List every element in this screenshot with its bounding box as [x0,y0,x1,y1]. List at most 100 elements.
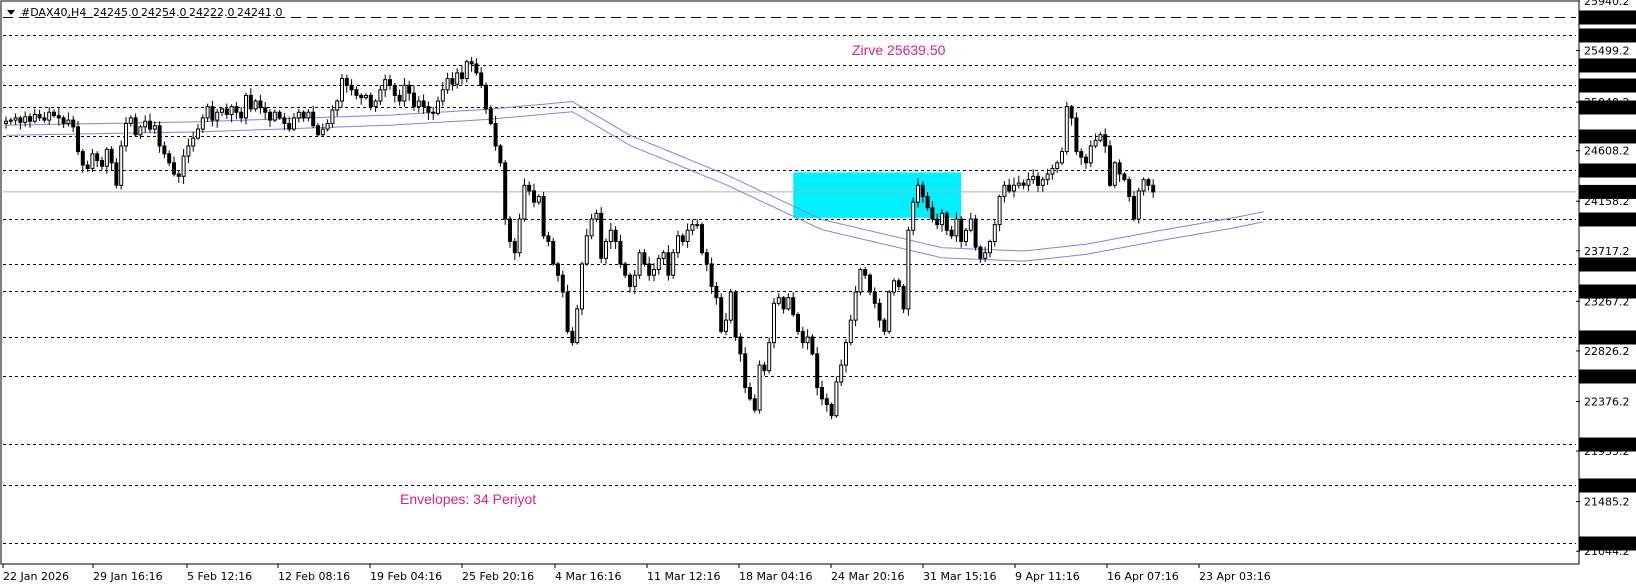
candle-body [743,353,748,389]
candle [148,113,152,133]
candle-body [503,162,508,220]
candle-body [906,229,911,310]
price-axis[interactable]: 25940.225499.225040.224608.224158.223717… [1576,0,1636,558]
candle [964,227,968,246]
candle [52,109,56,118]
candle [992,220,997,247]
candle-body [580,263,584,310]
candle-body [1064,106,1069,153]
candle-body [1084,156,1088,164]
candle [13,113,18,125]
candle-body [272,111,277,121]
x-tick-label: 11 Mar 12:16 [647,570,720,583]
envelope-annotation: Envelopes: 34 Periyot [400,491,536,507]
candle-body [311,111,316,127]
candle [896,278,901,291]
candle [1050,164,1055,180]
candle [772,297,776,349]
candle [781,295,786,314]
time-axis[interactable]: 22 Jan 2026 29 Jan 16:16 5 Feb 12:16 12 Feb… [2,564,1271,583]
candle-body [383,79,388,91]
candle [978,245,983,263]
candle-body [642,252,647,265]
candle-body [119,145,124,186]
candle-body [551,240,556,265]
candle [8,117,13,125]
candle [191,131,196,152]
candle-body [32,113,37,122]
candle [556,261,560,282]
candle-body [522,184,527,220]
candle [176,170,181,183]
candle-body [968,218,973,231]
candle [292,113,296,132]
candle-body [248,94,253,110]
candle-body [1050,167,1055,175]
candle-body [28,116,32,122]
candle [791,292,796,317]
y-tick-label: 25499.2 [1584,45,1630,58]
candle-body [479,72,484,86]
candle [728,288,733,324]
candle [853,286,858,327]
x-tick-label: 5 Feb 12:16 [187,570,252,583]
candle [1074,112,1079,155]
candle [1108,140,1112,188]
candle-body [1117,162,1122,175]
candle [911,197,916,236]
candle [143,115,148,133]
candle-body [623,263,628,276]
candle-body [887,291,892,332]
candle-body [37,113,42,119]
candle-body [349,84,354,91]
candle [997,194,1002,232]
candle-body [220,108,224,113]
candle-body [714,285,719,299]
level-price-box [1579,369,1636,384]
candle-body [176,173,181,177]
candle-body [560,274,565,293]
candle [229,104,234,123]
candle-body [335,100,340,111]
candle [863,267,868,279]
candle [220,107,224,117]
candle [584,228,589,266]
candle-body [412,92,416,108]
candle-body [1012,184,1016,192]
candle-body [724,319,728,332]
candle-body [964,229,968,242]
candle-body [1031,175,1036,181]
candle [882,317,887,336]
dropdown-triangle-icon[interactable] [7,10,15,15]
x-tick-label: 16 Apr 07:16 [1107,570,1179,583]
candle-body [287,122,292,130]
candle [320,123,325,137]
candle [18,115,23,130]
candle [71,115,76,132]
candle-body [426,106,431,113]
candle-body [815,353,820,389]
candle [407,80,412,101]
candle [743,347,748,394]
candle-body [306,111,311,119]
candle [536,194,541,205]
candle [248,88,253,113]
candle [172,156,176,177]
candle-body [85,164,90,169]
candle-body [42,117,47,121]
candle-body [959,218,964,242]
candle [196,123,200,140]
x-tick-label: 18 Mar 04:16 [739,570,812,583]
candle-body [460,72,464,80]
candle-body [940,212,944,226]
level-price-label: 22600.0 [1583,371,1629,384]
header-high: 24254.0 [141,6,187,19]
candle-body [983,252,988,259]
candle [652,263,656,282]
candle-body [810,336,815,355]
candle [124,117,128,152]
candle [263,101,268,120]
x-tick-label: 31 Mar 15:16 [923,570,996,583]
candle [1098,132,1103,143]
